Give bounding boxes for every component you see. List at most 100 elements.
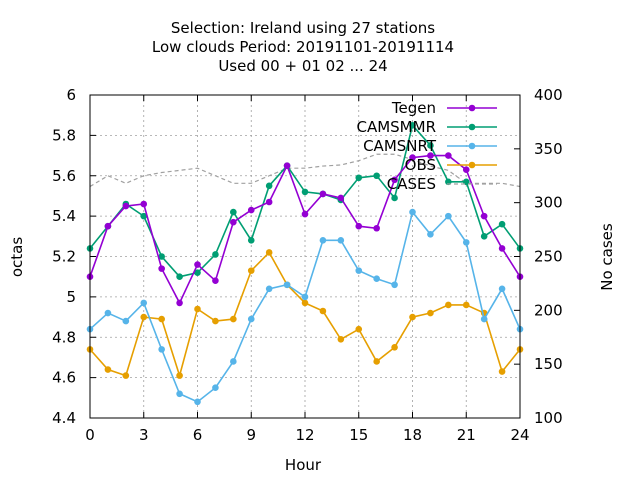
- data-point-camsnrt: [427, 230, 434, 238]
- data-point-tegen: [445, 152, 452, 159]
- data-point-tegen: [391, 176, 398, 184]
- data-point-obs: [445, 301, 452, 309]
- data-point-camsmmr: [247, 237, 255, 244]
- data-point-camsmmr: [158, 253, 165, 260]
- data-point-tegen: [122, 202, 130, 210]
- data-point-camsnrt: [480, 315, 488, 323]
- data-point-obs: [373, 358, 380, 365]
- data-point-obs: [355, 325, 363, 333]
- data-point-obs: [230, 315, 237, 323]
- data-point-camsmmr: [409, 121, 416, 129]
- data-point-obs: [265, 249, 273, 256]
- data-point-tegen: [230, 218, 237, 226]
- legend-item-tegen: Tegen: [391, 99, 497, 117]
- data-point-camsnrt: [212, 384, 219, 392]
- data-point-tegen: [212, 277, 219, 285]
- x-axis-label: Hour: [285, 456, 322, 474]
- series-tegen: [86, 152, 524, 307]
- x-tick-label: 15: [349, 426, 368, 444]
- data-point-tegen: [301, 210, 309, 218]
- data-point-tegen: [247, 206, 255, 214]
- data-point-tegen: [319, 190, 327, 198]
- data-point-tegen: [176, 299, 183, 307]
- y-tick-label: 5.8: [52, 126, 76, 144]
- legend-marker: [468, 104, 476, 112]
- data-point-camsmmr: [194, 269, 201, 276]
- data-point-tegen: [265, 198, 273, 206]
- data-point-camsnrt: [355, 267, 363, 274]
- data-point-tegen: [427, 152, 434, 159]
- data-point-tegen: [140, 200, 148, 208]
- data-point-tegen: [498, 245, 506, 252]
- data-point-camsnrt: [104, 309, 112, 317]
- series-camsnrt: [86, 208, 524, 406]
- x-tick-label: 6: [193, 426, 203, 444]
- x-tick-label: 18: [403, 426, 422, 444]
- y2-tick-label: 400: [534, 86, 563, 104]
- y2-tick-label: 100: [534, 409, 563, 427]
- data-point-camsmmr: [355, 174, 363, 182]
- data-point-obs: [391, 344, 398, 351]
- data-point-camsnrt: [283, 281, 291, 289]
- y-tick-label: 5.4: [52, 207, 76, 225]
- title-line-1: Selection: Ireland using 27 stations: [171, 19, 435, 37]
- data-point-obs: [409, 313, 416, 321]
- data-point-tegen: [409, 154, 416, 161]
- data-point-camsnrt: [265, 285, 273, 293]
- data-point-obs: [176, 372, 183, 379]
- data-point-obs: [194, 305, 201, 313]
- data-point-camsmmr: [301, 188, 309, 196]
- grid: [89, 94, 521, 419]
- y2-tick-label: 200: [534, 301, 563, 319]
- data-point-camsnrt: [462, 239, 470, 246]
- data-point-tegen: [158, 265, 165, 272]
- data-point-obs: [212, 317, 219, 325]
- x-tick-label: 9: [246, 426, 256, 444]
- data-point-obs: [498, 368, 506, 375]
- y-tick-label: 4.8: [52, 328, 76, 346]
- y2-tick-label: 300: [534, 194, 563, 212]
- y-tick-label: 5: [66, 288, 76, 306]
- series-cases: [89, 153, 521, 188]
- data-point-camsmmr: [391, 194, 398, 202]
- x-tick-label: 21: [457, 426, 476, 444]
- series-layer: [86, 121, 524, 406]
- data-point-obs: [319, 307, 327, 315]
- data-point-obs: [122, 372, 130, 379]
- data-point-tegen: [283, 162, 291, 169]
- legend-item-cases: CASES: [387, 175, 497, 193]
- data-point-camsnrt: [140, 299, 148, 307]
- legend-label: CAMSMMR: [356, 118, 436, 136]
- data-point-tegen: [337, 194, 345, 202]
- data-point-camsmmr: [230, 208, 237, 216]
- data-point-camsmmr: [427, 142, 434, 149]
- legend-marker: [468, 123, 476, 131]
- y2-tick-label: 350: [534, 140, 563, 158]
- data-point-tegen: [480, 212, 488, 220]
- data-point-camsnrt: [319, 237, 327, 244]
- legend-label: CAMSNRT: [363, 137, 437, 155]
- legend-marker: [468, 142, 476, 150]
- y-tick-label: 6: [66, 86, 76, 104]
- data-point-camsnrt: [337, 237, 345, 244]
- data-point-tegen: [104, 222, 112, 230]
- axis-ticks: 0 3 6 9 12 15 18 21 24 4.4 4.6 4.8 5 5.2 5.4 5.6 5.8 6 100…: [52, 86, 563, 444]
- title-line-2: Low clouds Period: 20191101-20191114: [152, 38, 454, 56]
- legend-item-camsnrt: CAMSNRT: [363, 137, 497, 155]
- data-point-camsnrt: [158, 346, 165, 353]
- legend-marker: [468, 161, 476, 169]
- y-tick-label: 4.4: [52, 409, 76, 427]
- data-point-obs: [140, 313, 148, 321]
- x-tick-label: 0: [85, 426, 95, 444]
- y2-tick-label: 250: [534, 248, 563, 266]
- y-tick-label: 5.2: [52, 248, 76, 266]
- data-point-camsnrt: [391, 281, 398, 289]
- data-point-camsnrt: [230, 358, 237, 365]
- data-point-camsmmr: [140, 212, 148, 220]
- data-point-tegen: [194, 261, 201, 268]
- data-point-tegen: [373, 224, 380, 232]
- data-point-camsnrt: [194, 398, 201, 406]
- data-point-obs: [301, 299, 309, 307]
- legend-item-obs: OBS: [405, 156, 497, 174]
